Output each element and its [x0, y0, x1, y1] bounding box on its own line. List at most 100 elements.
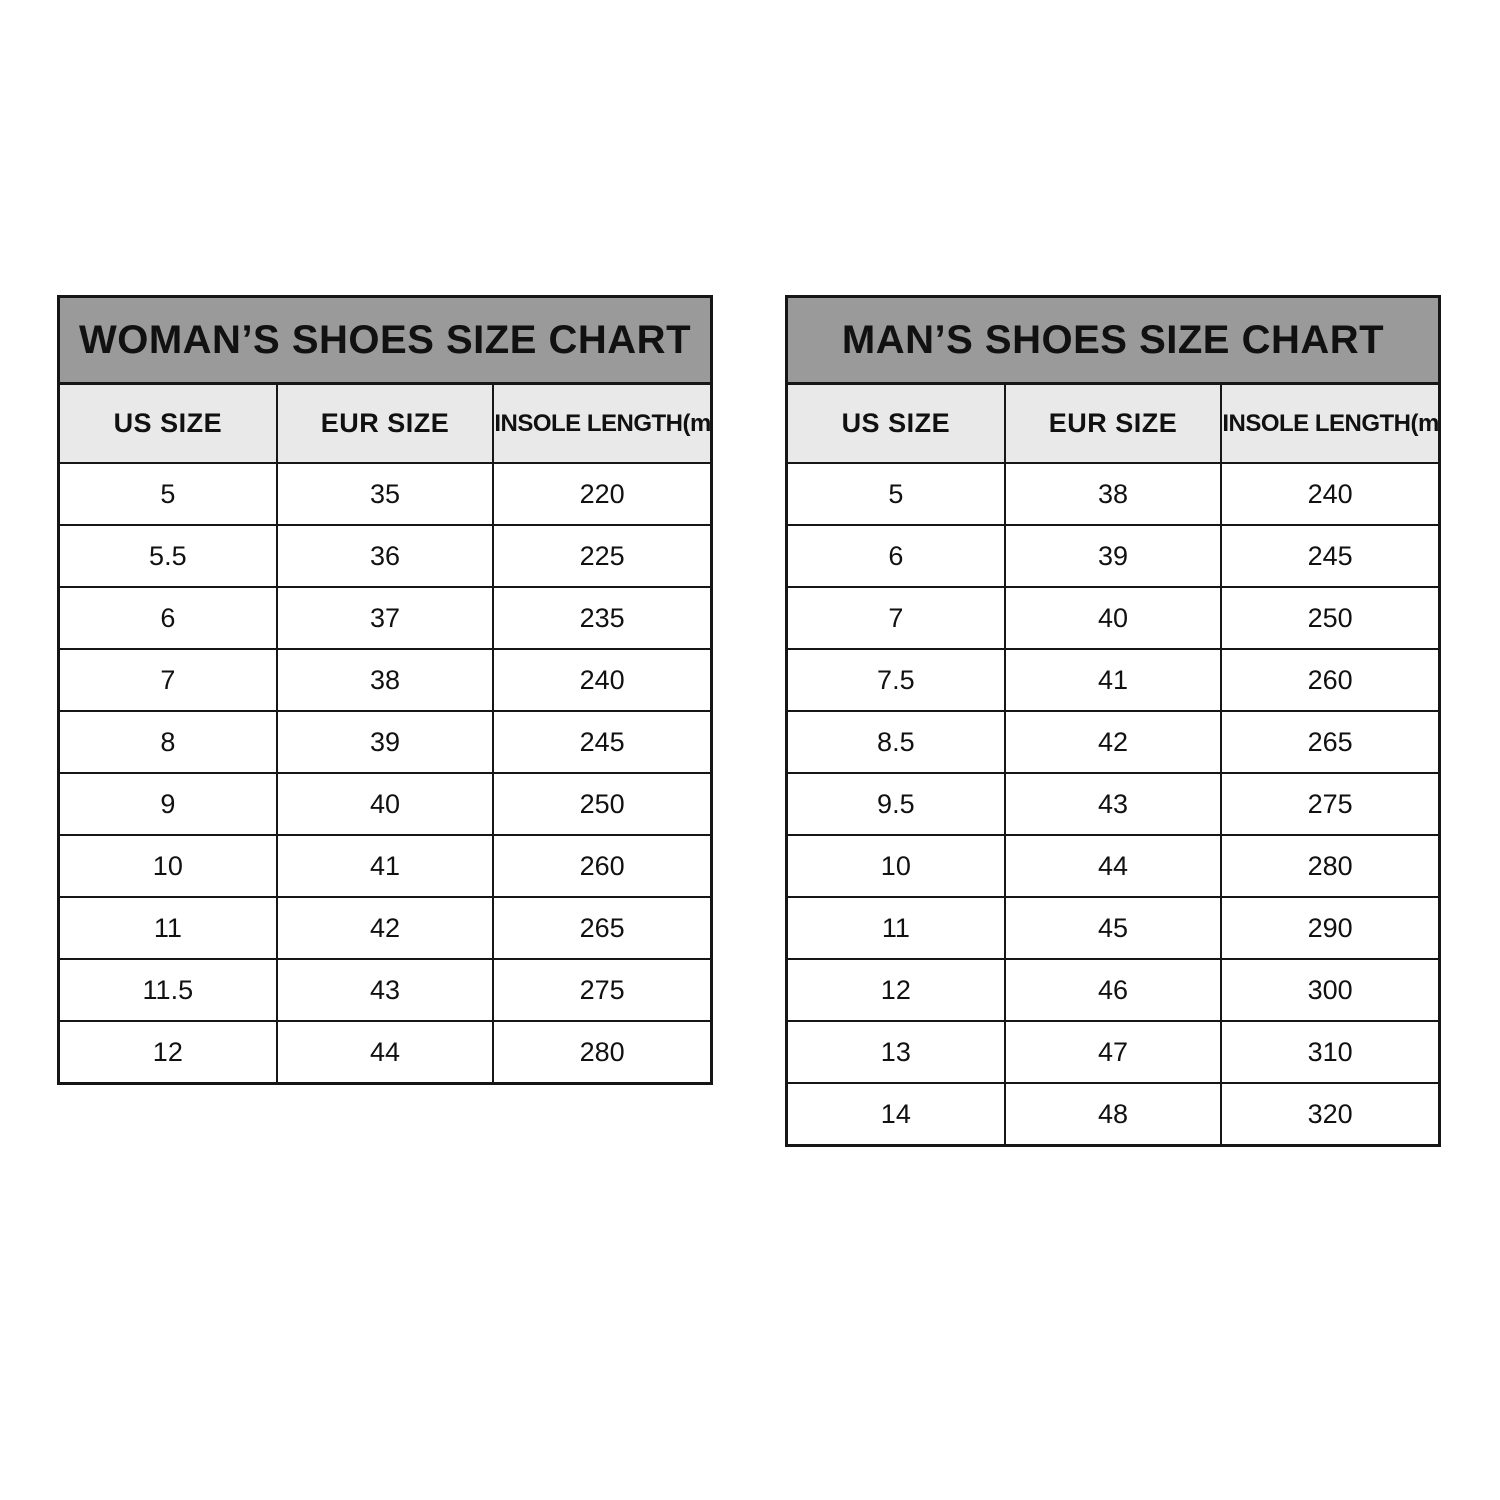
table-cell: 11.5	[60, 958, 278, 1022]
mens-column-header-insole-length: INSOLE LENGTH(mm)	[1220, 385, 1438, 464]
table-cell: 37	[275, 586, 495, 650]
mens-size-table: US SIZE EUR SIZE INSOLE LENGTH(mm) 53824…	[788, 385, 1438, 1144]
mens-table-body: 5 38 240 6 39 245 7 40 250 7.5 41 260 8.5 42 265 9.5 43 2…	[788, 462, 1438, 1144]
table-row: 9.5 43 275	[788, 772, 1438, 836]
table-cell: 40	[275, 772, 495, 836]
mens-size-chart: MAN’S SHOES SIZE CHART US SIZE EUR SIZE …	[785, 295, 1441, 1147]
table-row: 9 40 250	[60, 772, 710, 836]
table-cell: 260	[492, 834, 710, 898]
mens-column-header-us-size: US SIZE	[788, 385, 1006, 464]
table-cell: 250	[492, 772, 710, 836]
table-cell: 46	[1003, 958, 1223, 1022]
table-cell: 5.5	[60, 524, 278, 588]
table-cell: 10	[60, 834, 278, 898]
table-cell: 235	[492, 586, 710, 650]
table-cell: 220	[492, 462, 710, 526]
table-row: 5.5 36 225	[60, 524, 710, 588]
table-cell: 9	[60, 772, 278, 836]
womens-column-header-us-size: US SIZE	[60, 385, 278, 464]
table-cell: 45	[1003, 896, 1223, 960]
table-row: 11 42 265	[60, 896, 710, 960]
table-cell: 43	[275, 958, 495, 1022]
table-cell: 275	[492, 958, 710, 1022]
table-cell: 10	[788, 834, 1006, 898]
table-cell: 260	[1220, 648, 1438, 712]
table-cell: 280	[1220, 834, 1438, 898]
table-cell: 38	[275, 648, 495, 712]
table-cell: 39	[275, 710, 495, 774]
table-cell: 14	[788, 1082, 1006, 1144]
table-cell: 41	[275, 834, 495, 898]
table-cell: 225	[492, 524, 710, 588]
table-cell: 310	[1220, 1020, 1438, 1084]
table-cell: 47	[1003, 1020, 1223, 1084]
table-cell: 40	[1003, 586, 1223, 650]
table-row: 11 45 290	[788, 896, 1438, 960]
womens-column-header-insole-length: INSOLE LENGTH(mm)	[492, 385, 710, 464]
womens-table-body: 5 35 220 5.5 36 225 6 37 235 7 38 240 8 39 245 9 40 250 10…	[60, 462, 710, 1082]
table-cell: 245	[492, 710, 710, 774]
table-row: 5 38 240	[788, 462, 1438, 526]
table-cell: 35	[275, 462, 495, 526]
table-cell: 265	[492, 896, 710, 960]
table-cell: 5	[788, 462, 1006, 526]
womens-header-row: US SIZE EUR SIZE INSOLE LENGTH(mm)	[60, 385, 710, 464]
table-cell: 6	[60, 586, 278, 650]
table-cell: 275	[1220, 772, 1438, 836]
table-cell: 8.5	[788, 710, 1006, 774]
table-row: 6 37 235	[60, 586, 710, 650]
table-row: 10 41 260	[60, 834, 710, 898]
table-cell: 240	[492, 648, 710, 712]
mens-column-header-eur-size: EUR SIZE	[1003, 385, 1223, 464]
table-cell: 42	[1003, 710, 1223, 774]
table-row: 10 44 280	[788, 834, 1438, 898]
table-cell: 245	[1220, 524, 1438, 588]
table-cell: 43	[1003, 772, 1223, 836]
table-row: 8.5 42 265	[788, 710, 1438, 774]
table-cell: 36	[275, 524, 495, 588]
table-row: 12 46 300	[788, 958, 1438, 1022]
table-cell: 44	[1003, 834, 1223, 898]
table-cell: 320	[1220, 1082, 1438, 1144]
table-cell: 44	[275, 1020, 495, 1082]
table-row: 8 39 245	[60, 710, 710, 774]
table-cell: 8	[60, 710, 278, 774]
table-row: 7 38 240	[60, 648, 710, 712]
table-cell: 265	[1220, 710, 1438, 774]
table-row: 6 39 245	[788, 524, 1438, 588]
table-cell: 240	[1220, 462, 1438, 526]
table-row: 7 40 250	[788, 586, 1438, 650]
table-cell: 12	[60, 1020, 278, 1082]
womens-column-header-eur-size: EUR SIZE	[275, 385, 495, 464]
table-cell: 7	[788, 586, 1006, 650]
table-cell: 290	[1220, 896, 1438, 960]
table-row: 11.5 43 275	[60, 958, 710, 1022]
table-cell: 48	[1003, 1082, 1223, 1144]
table-cell: 250	[1220, 586, 1438, 650]
table-row: 5 35 220	[60, 462, 710, 526]
table-cell: 300	[1220, 958, 1438, 1022]
table-cell: 280	[492, 1020, 710, 1082]
table-cell: 42	[275, 896, 495, 960]
table-row: 12 44 280	[60, 1020, 710, 1082]
table-cell: 13	[788, 1020, 1006, 1084]
womens-size-chart: WOMAN’S SHOES SIZE CHART US SIZE EUR SIZ…	[57, 295, 713, 1085]
table-cell: 7.5	[788, 648, 1006, 712]
womens-size-table: US SIZE EUR SIZE INSOLE LENGTH(mm) 53522…	[60, 385, 710, 1082]
table-cell: 41	[1003, 648, 1223, 712]
table-cell: 11	[788, 896, 1006, 960]
womens-chart-title: WOMAN’S SHOES SIZE CHART	[60, 298, 710, 385]
table-cell: 12	[788, 958, 1006, 1022]
table-row: 7.5 41 260	[788, 648, 1438, 712]
table-row: 14 48 320	[788, 1082, 1438, 1144]
table-cell: 5	[60, 462, 278, 526]
table-cell: 38	[1003, 462, 1223, 526]
table-cell: 39	[1003, 524, 1223, 588]
table-cell: 11	[60, 896, 278, 960]
table-row: 13 47 310	[788, 1020, 1438, 1084]
mens-header-row: US SIZE EUR SIZE INSOLE LENGTH(mm)	[788, 385, 1438, 464]
mens-chart-title: MAN’S SHOES SIZE CHART	[788, 298, 1438, 385]
table-cell: 6	[788, 524, 1006, 588]
table-cell: 7	[60, 648, 278, 712]
